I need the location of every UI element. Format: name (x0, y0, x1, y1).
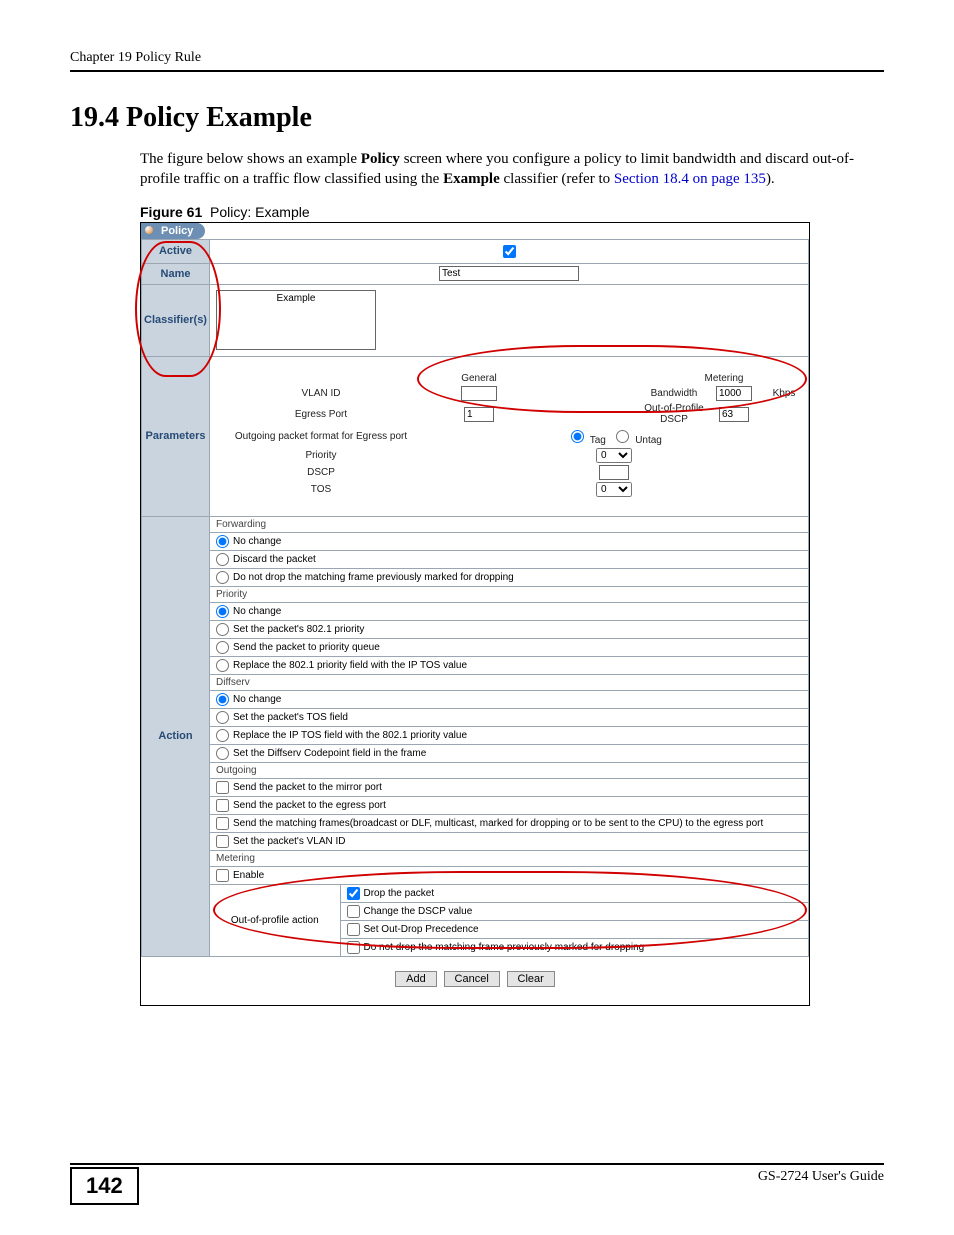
policy-screenshot: Policy Active Name Classifier(s) Example (140, 222, 810, 1006)
ds-settos-radio[interactable] (216, 711, 229, 724)
pr-set8021-radio[interactable] (216, 623, 229, 636)
name-input[interactable] (439, 266, 579, 281)
page-number: 142 (70, 1167, 139, 1205)
fw-discard-radio[interactable] (216, 553, 229, 566)
og-setvlan-label: Set the packet's VLAN ID (233, 836, 346, 847)
chapter-header: Chapter 19 Policy Rule (70, 50, 884, 72)
oop-changedscp-label: Change the DSCP value (364, 906, 473, 917)
tos-label: TOS (214, 484, 424, 495)
xref-link[interactable]: Section 18.4 on page 135 (614, 171, 766, 187)
cancel-button[interactable]: Cancel (444, 971, 500, 987)
oop-setprec-label: Set Out-Drop Precedence (364, 924, 479, 935)
pr-sendq-radio[interactable] (216, 641, 229, 654)
og-mirror-checkbox[interactable] (216, 781, 229, 794)
bandwidth-unit: Kbps (764, 388, 804, 399)
og-egress-label: Send the packet to the egress port (233, 800, 386, 811)
fw-nodrop-label: Do not drop the matching frame previousl… (233, 572, 514, 583)
section-title: 19.4 Policy Example (70, 102, 884, 134)
figure-caption: Figure 61 Policy: Example (140, 204, 884, 220)
mt-enable-label: Enable (233, 870, 264, 881)
tos-select[interactable]: 0 (596, 482, 632, 497)
button-row: Add Cancel Clear (141, 957, 809, 1005)
fw-nodrop-radio[interactable] (216, 571, 229, 584)
mt-enable-checkbox[interactable] (216, 869, 229, 882)
priority-heading: Priority (210, 586, 808, 602)
row-label-action: Action (142, 516, 210, 956)
og-mirror-label: Send the packet to the mirror port (233, 782, 382, 793)
row-label-classifier: Classifier(s) (142, 284, 210, 356)
og-matching-checkbox[interactable] (216, 817, 229, 830)
guide-name: GS-2724 User's Guide (758, 1169, 884, 1185)
bandwidth-input[interactable] (716, 386, 752, 401)
ds-setcode-label: Set the Diffserv Codepoint field in the … (233, 748, 426, 759)
oop-setprec-checkbox[interactable] (347, 923, 360, 936)
oop-drop-label: Drop the packet (364, 888, 435, 899)
add-button[interactable]: Add (395, 971, 437, 987)
pr-set8021-label: Set the packet's 802.1 priority (233, 624, 364, 635)
ds-nochange-label: No change (233, 694, 281, 705)
ds-nochange-radio[interactable] (216, 693, 229, 706)
policy-tab[interactable]: Policy (141, 223, 205, 239)
metering-heading: Metering (644, 373, 804, 384)
oop-drop-checkbox[interactable] (347, 887, 360, 900)
dscp-input[interactable] (599, 465, 629, 480)
fw-nochange-label: No change (233, 536, 281, 547)
untag-label: Untag (635, 435, 662, 446)
active-checkbox[interactable] (503, 245, 516, 258)
ds-settos-label: Set the packet's TOS field (233, 712, 348, 723)
row-label-parameters: Parameters (142, 356, 210, 516)
pr-nochange-label: No change (233, 606, 281, 617)
pr-replace-label: Replace the 802.1 priority field with th… (233, 660, 467, 671)
body-paragraph: The figure below shows an example Policy… (140, 149, 884, 190)
untag-radio[interactable] (616, 430, 629, 443)
og-setvlan-checkbox[interactable] (216, 835, 229, 848)
pkt-format-label: Outgoing packet format for Egress port (214, 431, 424, 442)
outgoing-heading: Outgoing (210, 762, 808, 778)
classifier-item[interactable]: Example (219, 293, 373, 304)
vlan-id-label: VLAN ID (214, 388, 424, 399)
fw-nochange-radio[interactable] (216, 535, 229, 548)
dscp-label: DSCP (214, 467, 424, 478)
metering-heading2: Metering (210, 850, 808, 866)
tag-radio[interactable] (571, 430, 584, 443)
page-footer: 142 GS-2724 User's Guide (70, 1163, 884, 1205)
vlan-id-input[interactable] (461, 386, 497, 401)
row-label-name: Name (142, 263, 210, 284)
forwarding-heading: Forwarding (210, 517, 808, 532)
policy-form-table: Active Name Classifier(s) Example (141, 239, 809, 957)
priority-label: Priority (214, 450, 424, 461)
priority-select[interactable]: 0 (596, 448, 632, 463)
egress-port-label: Egress Port (214, 409, 424, 420)
og-egress-checkbox[interactable] (216, 799, 229, 812)
oop-dscp-label: Out-of-Profile DSCP (644, 403, 704, 425)
ds-setcode-radio[interactable] (216, 747, 229, 760)
tag-label: Tag (590, 435, 606, 446)
oop-nodrop-label: Do not drop the matching frame previousl… (364, 942, 645, 953)
out-of-profile-table: Out-of-profile action Drop the packet Ch… (210, 884, 808, 956)
ds-replace-label: Replace the IP TOS field with the 802.1 … (233, 730, 467, 741)
oop-action-label: Out-of-profile action (210, 884, 340, 956)
row-label-active: Active (142, 239, 210, 263)
pr-replace-radio[interactable] (216, 659, 229, 672)
pr-nochange-radio[interactable] (216, 605, 229, 618)
diffserv-heading: Diffserv (210, 674, 808, 690)
pr-sendq-label: Send the packet to priority queue (233, 642, 380, 653)
oop-changedscp-checkbox[interactable] (347, 905, 360, 918)
general-heading: General (424, 373, 534, 384)
classifier-listbox[interactable]: Example (216, 290, 376, 350)
oop-dscp-input[interactable] (719, 407, 749, 422)
fw-discard-label: Discard the packet (233, 554, 316, 565)
og-matching-label: Send the matching frames(broadcast or DL… (233, 818, 763, 829)
oop-nodrop-checkbox[interactable] (347, 941, 360, 954)
egress-port-input[interactable] (464, 407, 494, 422)
bandwidth-label: Bandwidth (644, 388, 704, 399)
policy-tab-bar: Policy (141, 223, 809, 239)
clear-button[interactable]: Clear (507, 971, 555, 987)
ds-replace-radio[interactable] (216, 729, 229, 742)
